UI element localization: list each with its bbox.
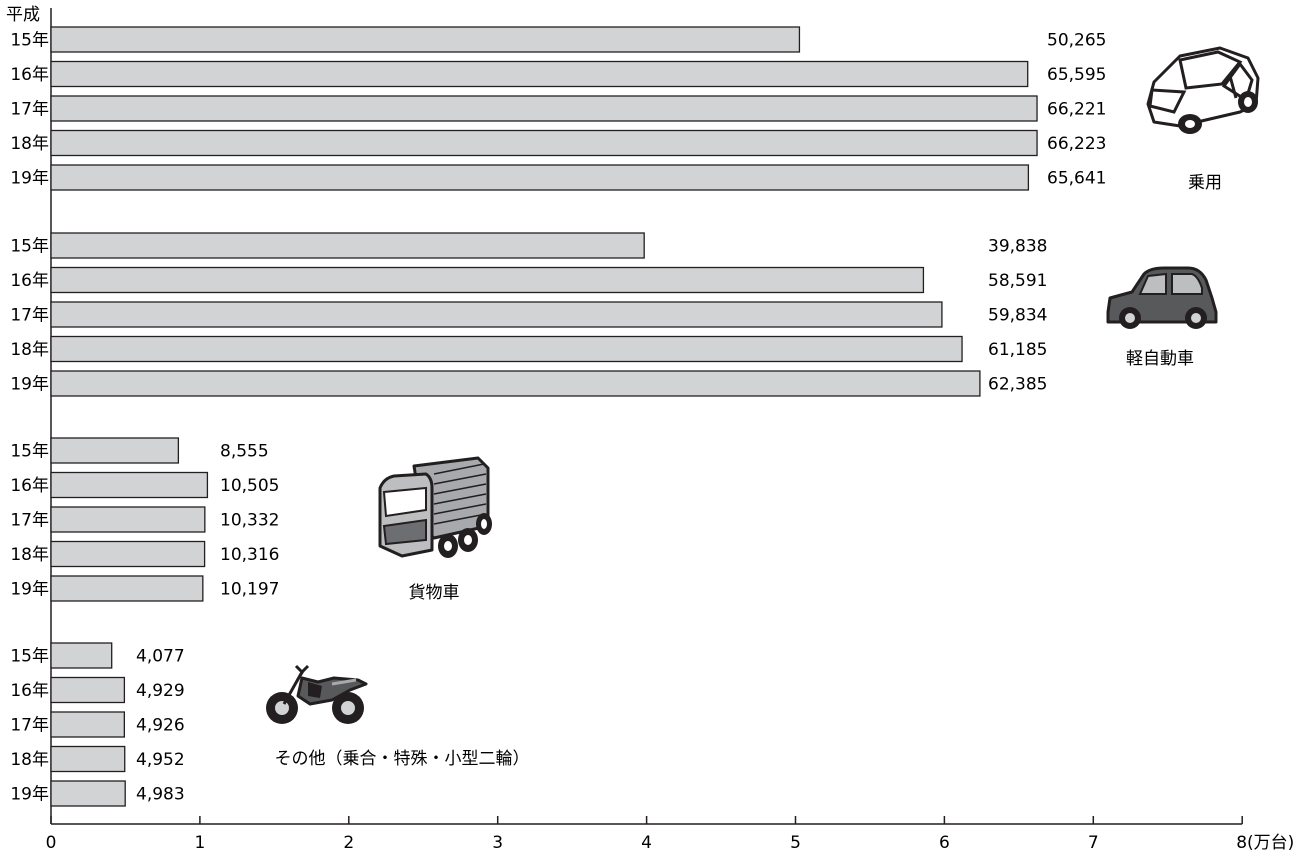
x-tick-label: 2 (343, 833, 354, 853)
category-label: その他（乗合・特殊・小型二輪） (275, 749, 530, 769)
axes: 0 1 2 3 4 5 6 7 8(万台) (46, 8, 1294, 853)
category-label: 貨物車 (409, 583, 460, 603)
category-label: 軽自動車 (1126, 349, 1194, 369)
bar (50, 266, 925, 294)
value-label: 39,838 (988, 237, 1047, 257)
bar (50, 301, 943, 328)
value-label: 65,641 (1047, 169, 1106, 189)
value-label: 4,077 (136, 647, 185, 667)
year-label: 15年 (10, 237, 49, 257)
bar (50, 642, 113, 669)
value-label: 10,197 (220, 580, 279, 600)
year-label: 19年 (10, 785, 49, 805)
year-label: 15年 (10, 31, 49, 51)
year-label: 17年 (10, 100, 49, 120)
x-tick-label: 1 (194, 833, 205, 853)
x-tick-label: 5 (790, 833, 801, 853)
year-label: 17年 (10, 716, 49, 736)
bar (50, 26, 801, 53)
bar (50, 780, 126, 807)
category-label: 乗用 (1188, 173, 1222, 193)
year-label: 17年 (10, 306, 49, 326)
x-tick-label: 3 (492, 833, 503, 853)
year-label: 16年 (10, 476, 49, 496)
bar (50, 575, 204, 602)
value-label: 10,316 (220, 545, 279, 565)
year-label: 19年 (10, 580, 49, 600)
x-tick-label: 8(万台) (1236, 833, 1294, 853)
bars (50, 26, 1038, 807)
value-label: 4,983 (136, 785, 185, 805)
bar (50, 471, 209, 499)
year-label: 18年 (10, 750, 49, 770)
value-label: 62,385 (988, 375, 1047, 395)
value-label: 58,591 (988, 271, 1047, 291)
year-label: 17年 (10, 511, 49, 531)
year-label: 19年 (10, 169, 49, 189)
x-tick-label: 6 (939, 833, 950, 853)
value-label: 50,265 (1047, 31, 1106, 51)
value-label: 4,929 (136, 681, 185, 701)
motorcycle-icon (266, 664, 368, 724)
bar (50, 232, 645, 259)
bar (50, 60, 1029, 88)
year-label: 18年 (10, 340, 49, 360)
year-label: 15年 (10, 442, 49, 462)
labels: 15年 50,265 16年 65,595 17年 66,221 18年 66,223 19年 6… (10, 31, 1222, 805)
bar (50, 745, 126, 773)
value-label: 8,555 (220, 442, 269, 462)
value-label: 10,505 (220, 476, 279, 496)
bar (50, 437, 180, 464)
bar (50, 129, 1038, 157)
x-tick-label: 7 (1088, 833, 1099, 853)
bar (50, 164, 1030, 191)
value-label: 61,185 (988, 340, 1047, 360)
kei-car-icon (1106, 266, 1218, 329)
bar (50, 506, 206, 533)
truck-icon (378, 456, 492, 558)
value-label: 10,332 (220, 511, 279, 531)
bar (50, 711, 125, 738)
value-label: 59,834 (988, 306, 1047, 326)
year-label: 18年 (10, 545, 49, 565)
value-label: 66,221 (1047, 100, 1106, 120)
bar (50, 370, 981, 397)
bar (50, 335, 963, 363)
year-label: 16年 (10, 65, 49, 85)
x-tick-label: 0 (46, 833, 57, 853)
value-label: 65,595 (1047, 65, 1106, 85)
year-label: 19年 (10, 375, 49, 395)
year-label: 16年 (10, 271, 49, 291)
year-label: 16年 (10, 681, 49, 701)
bar (50, 95, 1038, 122)
value-label: 4,952 (136, 750, 185, 770)
x-tick-label: 4 (641, 833, 652, 853)
value-label: 4,926 (136, 716, 185, 736)
passenger-car-icon (1146, 46, 1260, 134)
bar (50, 676, 126, 704)
year-label: 18年 (10, 134, 49, 154)
year-label: 15年 (10, 647, 49, 667)
bar (50, 540, 206, 568)
era-label: 平成 (6, 5, 40, 25)
value-label: 66,223 (1047, 134, 1106, 154)
